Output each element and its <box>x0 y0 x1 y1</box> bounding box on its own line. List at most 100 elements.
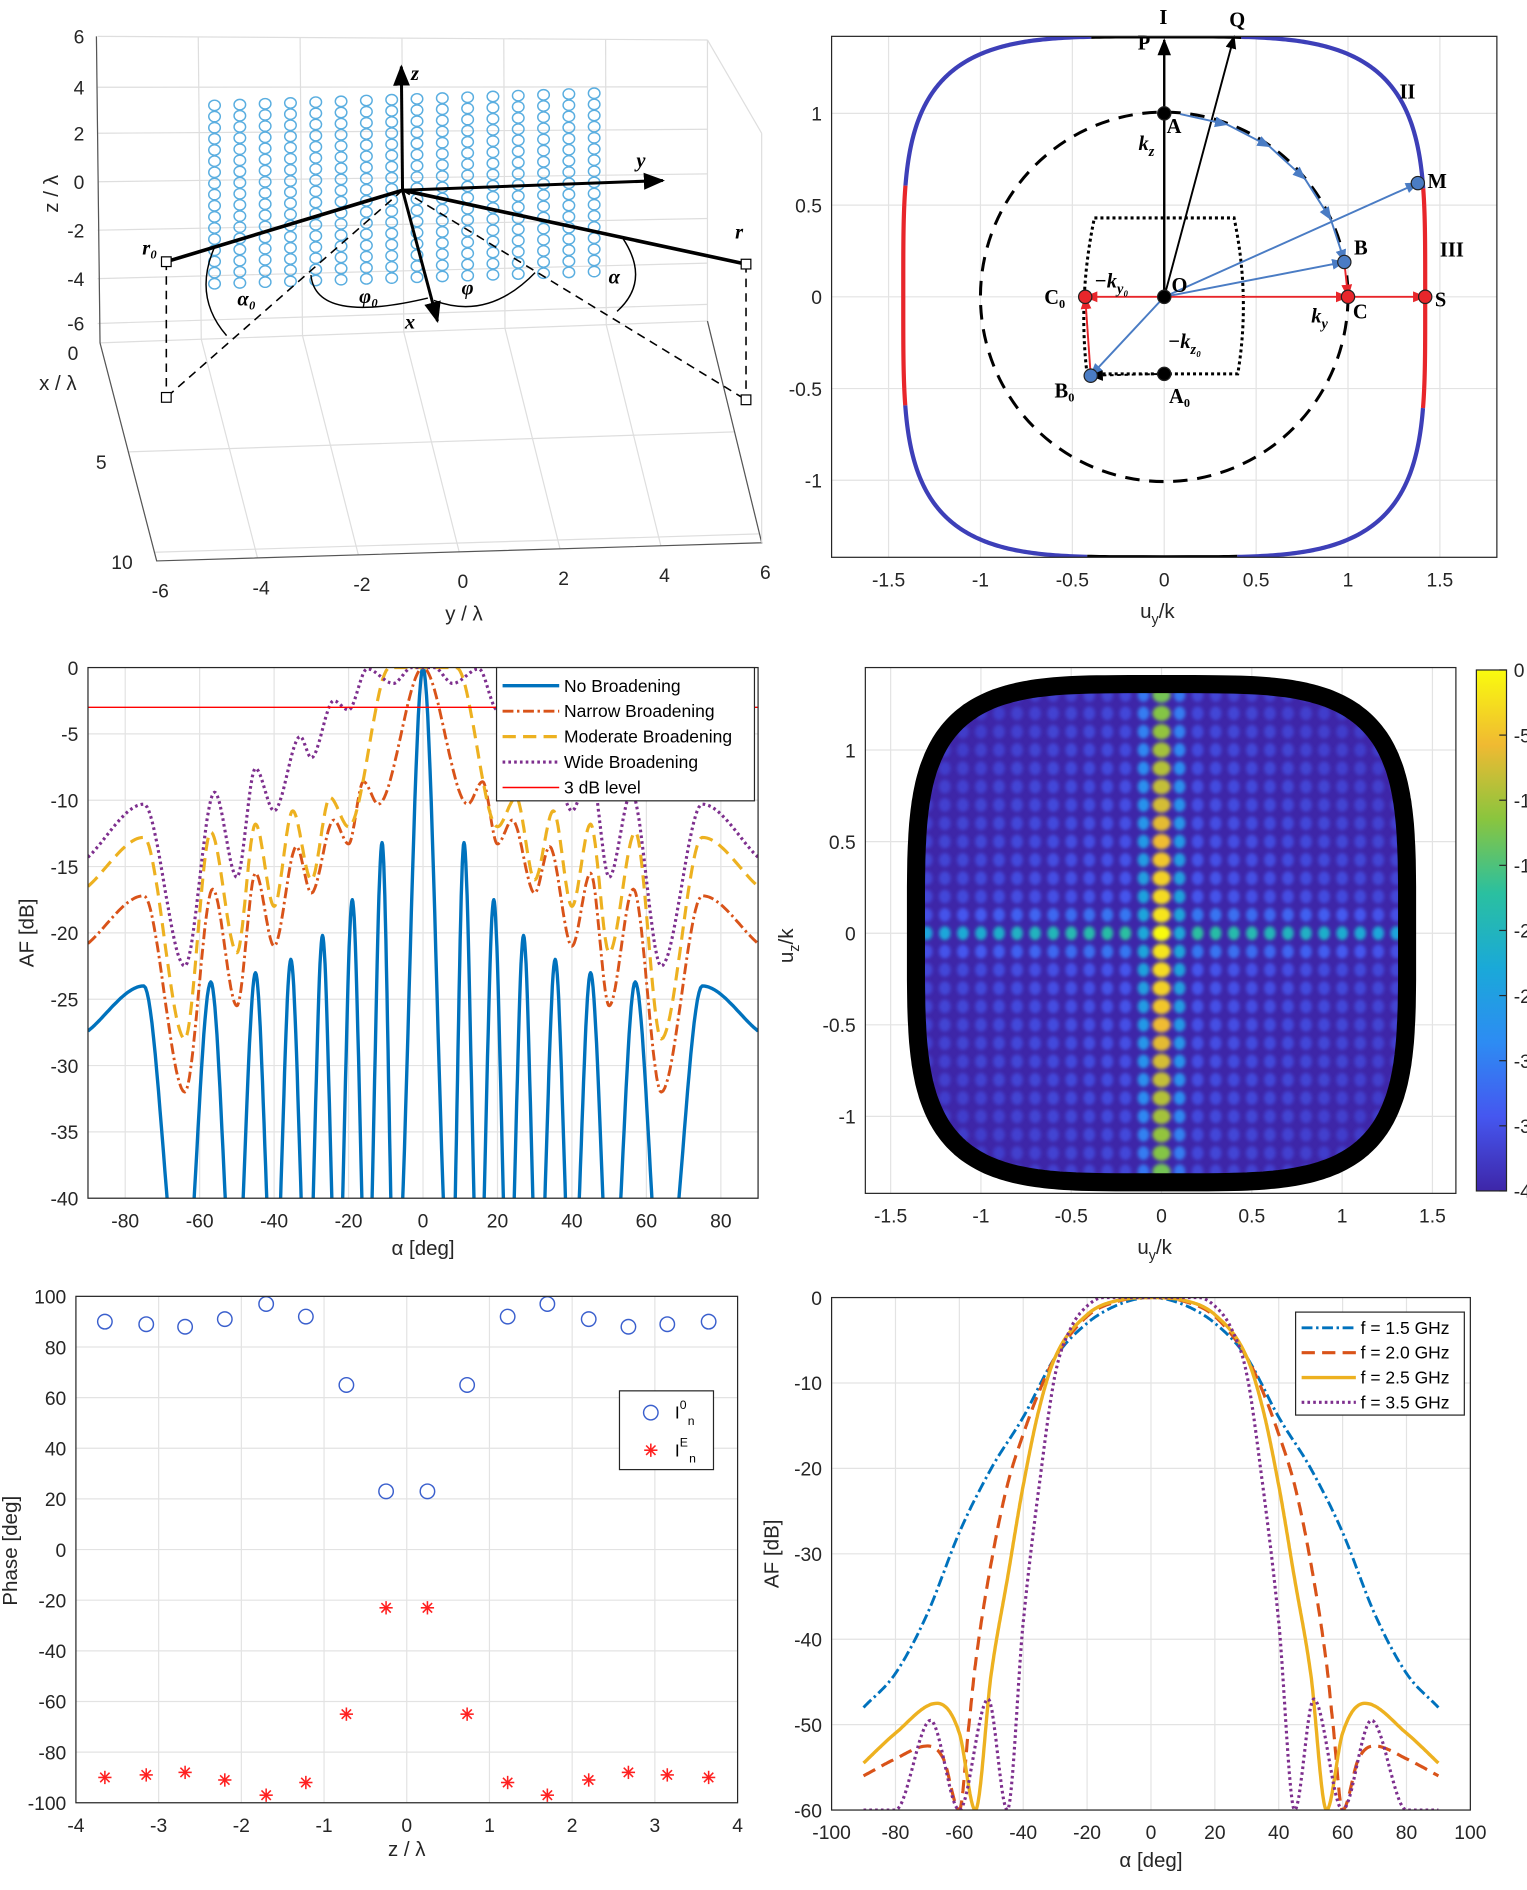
array-element <box>334 240 348 253</box>
heatmap-cell <box>1227 743 1240 757</box>
heatmap-cell <box>1011 999 1023 1014</box>
array-element <box>258 131 272 144</box>
heatmap-cell <box>957 1072 969 1087</box>
heatmap-cell <box>1191 981 1204 996</box>
heatmap-cell <box>1246 761 1258 776</box>
array-element <box>385 238 399 251</box>
vector-O-Q <box>1163 35 1237 298</box>
point-label-A0: A₀ <box>1169 386 1190 408</box>
heatmap-cell <box>1173 1091 1186 1106</box>
marker-asterisk <box>644 1443 658 1457</box>
heatmap-cell <box>1065 907 1077 922</box>
array-element <box>233 120 247 133</box>
heatmap-cell <box>1083 1054 1096 1069</box>
array-element <box>208 199 222 212</box>
array-element <box>537 88 551 101</box>
heatmap-cell <box>1209 816 1222 831</box>
array-element <box>208 155 222 168</box>
array-element <box>435 159 449 171</box>
array-element <box>562 233 576 245</box>
array-element <box>359 183 373 196</box>
array-element <box>359 116 373 129</box>
array-element <box>359 250 373 263</box>
array-element <box>334 251 348 264</box>
y-tick-label: 80 <box>45 1338 66 1359</box>
heatmap-cell <box>1191 1017 1204 1032</box>
legend-label: No Broadening <box>564 676 681 696</box>
array-element <box>359 105 373 118</box>
heatmap-cell <box>1101 926 1114 941</box>
legend-label: f = 1.5 GHz <box>1361 1318 1450 1338</box>
heatmap-cell <box>1011 761 1023 776</box>
heatmap-cell <box>1209 852 1222 867</box>
heatmap-cell <box>1173 706 1186 721</box>
colorbar-tick-label: 0 <box>1514 661 1525 682</box>
heatmap-cell <box>975 1072 987 1087</box>
y-tick-label: 40 <box>45 1440 66 1461</box>
array-element <box>233 243 247 256</box>
array-element <box>486 168 500 181</box>
heatmap-cell <box>1029 962 1041 977</box>
heatmap-cell <box>1191 1109 1204 1124</box>
legend-label: IEn <box>675 1436 696 1466</box>
series-line <box>87 667 759 1094</box>
marker-asterisk <box>218 1773 232 1787</box>
heatmap-cell <box>1047 1017 1059 1032</box>
heatmap-cell <box>1011 871 1023 886</box>
vector-O-B0 <box>1089 296 1165 377</box>
x-tick-label: -0.5 <box>1056 570 1089 591</box>
heatmap-cell <box>1152 943 1171 960</box>
heatmap-cell <box>1209 1054 1222 1069</box>
heatmap-cell <box>1191 1127 1204 1142</box>
heatmap-cell <box>1209 761 1222 776</box>
heatmap-cell <box>975 944 987 959</box>
heatmap-cell <box>993 852 1005 867</box>
heatmap-cell <box>1137 944 1150 959</box>
heatmap-cell <box>1372 1054 1385 1069</box>
heatmap-cell <box>1227 816 1240 831</box>
heatmap-cell <box>1137 1017 1150 1032</box>
array-element <box>461 225 475 237</box>
heatmap-cell <box>1336 779 1348 794</box>
array-element <box>309 107 323 120</box>
y-tick-label: -2 <box>353 575 370 596</box>
heatmap-cell <box>1173 907 1186 922</box>
array-element <box>486 112 500 125</box>
heatmap-cell <box>1318 816 1330 831</box>
heatmap-cell <box>1300 926 1312 941</box>
heatmap-cell <box>1354 944 1366 959</box>
heatmap-cell <box>939 1091 951 1106</box>
point-A <box>1157 106 1172 121</box>
point-label-B0: B₀ <box>1055 380 1075 402</box>
heatmap-cell <box>1101 743 1114 757</box>
heatmap-cell <box>993 889 1005 904</box>
y-tick-label: -20 <box>38 1591 66 1612</box>
heatmap-cell <box>1047 779 1059 794</box>
heatmap-cell <box>975 1109 987 1124</box>
array-element <box>435 103 449 116</box>
heatmap-cell <box>1282 743 1294 757</box>
heatmap-cell <box>1336 816 1348 831</box>
array-element <box>587 87 601 100</box>
y-tick-label: -40 <box>794 1630 822 1651</box>
vector-B0-C0 <box>1080 295 1092 376</box>
heatmap-cell <box>939 798 951 812</box>
heatmap-cell <box>957 944 969 959</box>
heatmap-cell <box>1336 926 1348 941</box>
heatmap-cell <box>1300 999 1312 1014</box>
array-element <box>537 133 551 146</box>
array-element <box>309 196 323 209</box>
x-tick-label: -40 <box>1009 1823 1037 1844</box>
heatmap-cell <box>1264 1054 1276 1069</box>
series-line <box>87 667 759 1041</box>
heatmap-cell <box>993 1072 1005 1087</box>
point-marker <box>160 256 172 268</box>
array-element <box>359 94 373 107</box>
visible-region-boundary <box>903 405 1088 558</box>
heatmap-cell <box>1246 798 1258 812</box>
grid-line <box>503 38 506 329</box>
heatmap-cell <box>1101 981 1114 996</box>
y-tick-label: -50 <box>794 1716 822 1737</box>
heatmap-cell <box>1191 761 1204 776</box>
array-element <box>208 110 222 123</box>
